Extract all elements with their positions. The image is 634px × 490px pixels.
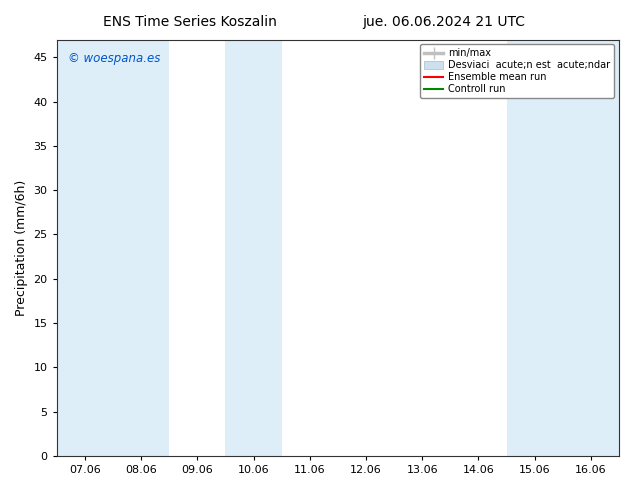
Bar <box>113 40 169 456</box>
Y-axis label: Precipitation (mm/6h): Precipitation (mm/6h) <box>15 180 28 316</box>
Bar <box>226 40 281 456</box>
Text: ENS Time Series Koszalin: ENS Time Series Koszalin <box>103 15 277 29</box>
Bar <box>56 40 113 456</box>
Text: © woespana.es: © woespana.es <box>68 52 160 65</box>
Legend: min/max, Desviaci  acute;n est  acute;ndar, Ensemble mean run, Controll run: min/max, Desviaci acute;n est acute;ndar… <box>420 45 614 98</box>
Bar <box>507 40 563 456</box>
Text: jue. 06.06.2024 21 UTC: jue. 06.06.2024 21 UTC <box>362 15 526 29</box>
Bar <box>563 40 619 456</box>
